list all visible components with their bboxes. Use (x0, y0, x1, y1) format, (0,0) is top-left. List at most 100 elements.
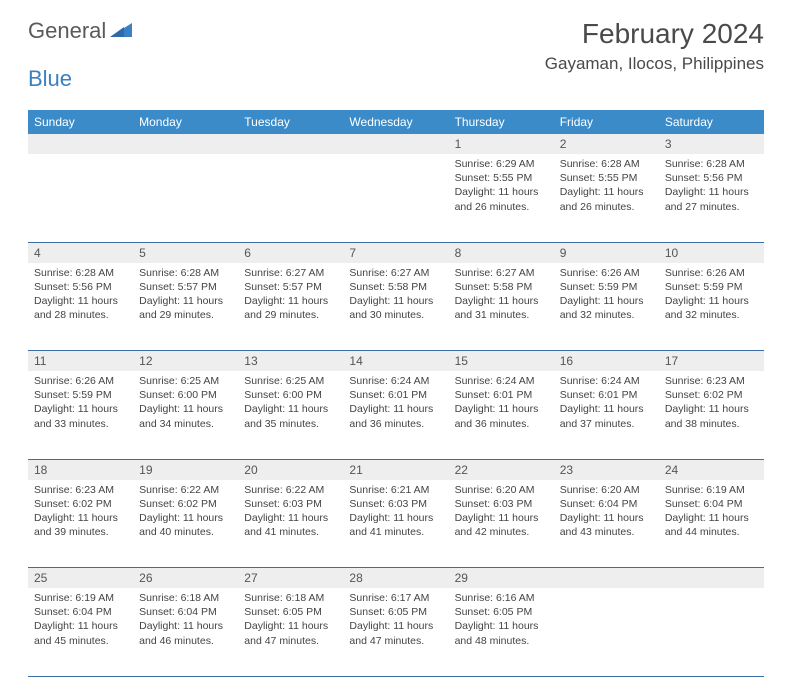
sunset-line: Sunset: 6:02 PM (139, 497, 232, 511)
daylight-line: Daylight: 11 hours and 32 minutes. (665, 294, 758, 322)
day-number-cell: 27 (238, 568, 343, 589)
day-details: Sunrise: 6:28 AMSunset: 5:57 PMDaylight:… (133, 263, 238, 329)
sunrise-line: Sunrise: 6:20 AM (560, 483, 653, 497)
day-details: Sunrise: 6:26 AMSunset: 5:59 PMDaylight:… (659, 263, 764, 329)
sunset-line: Sunset: 6:04 PM (560, 497, 653, 511)
sunrise-line: Sunrise: 6:16 AM (455, 591, 548, 605)
week-daynum-row: 2526272829 (28, 568, 764, 589)
daylight-line: Daylight: 11 hours and 36 minutes. (455, 402, 548, 430)
day-number-cell: 7 (343, 242, 448, 263)
week-daynum-row: 11121314151617 (28, 351, 764, 372)
day-number: 5 (133, 243, 238, 263)
day-header-row: SundayMondayTuesdayWednesdayThursdayFrid… (28, 110, 764, 134)
day-content-cell: Sunrise: 6:26 AMSunset: 5:59 PMDaylight:… (554, 263, 659, 351)
day-number-cell: 25 (28, 568, 133, 589)
day-content-cell: Sunrise: 6:25 AMSunset: 6:00 PMDaylight:… (133, 371, 238, 459)
sunrise-line: Sunrise: 6:21 AM (349, 483, 442, 497)
daylight-line: Daylight: 11 hours and 33 minutes. (34, 402, 127, 430)
sunset-line: Sunset: 6:02 PM (34, 497, 127, 511)
logo-text-blue: Blue (28, 66, 72, 91)
day-content-cell: Sunrise: 6:20 AMSunset: 6:04 PMDaylight:… (554, 480, 659, 568)
day-content-cell: Sunrise: 6:16 AMSunset: 6:05 PMDaylight:… (449, 588, 554, 676)
day-content-cell: Sunrise: 6:25 AMSunset: 6:00 PMDaylight:… (238, 371, 343, 459)
sunrise-line: Sunrise: 6:19 AM (34, 591, 127, 605)
day-details: Sunrise: 6:26 AMSunset: 5:59 PMDaylight:… (28, 371, 133, 437)
day-number: 18 (28, 460, 133, 480)
sunrise-line: Sunrise: 6:17 AM (349, 591, 442, 605)
daylight-line: Daylight: 11 hours and 47 minutes. (349, 619, 442, 647)
sunrise-line: Sunrise: 6:23 AM (34, 483, 127, 497)
sunrise-line: Sunrise: 6:26 AM (34, 374, 127, 388)
day-content-cell: Sunrise: 6:24 AMSunset: 6:01 PMDaylight:… (449, 371, 554, 459)
day-content-cell: Sunrise: 6:27 AMSunset: 5:57 PMDaylight:… (238, 263, 343, 351)
sunrise-line: Sunrise: 6:27 AM (349, 266, 442, 280)
day-header: Friday (554, 110, 659, 134)
day-details: Sunrise: 6:24 AMSunset: 6:01 PMDaylight:… (554, 371, 659, 437)
day-number-cell: 11 (28, 351, 133, 372)
daylight-line: Daylight: 11 hours and 45 minutes. (34, 619, 127, 647)
week-content-row: Sunrise: 6:29 AMSunset: 5:55 PMDaylight:… (28, 154, 764, 242)
day-number-cell: 28 (343, 568, 448, 589)
calendar-body: 123Sunrise: 6:29 AMSunset: 5:55 PMDaylig… (28, 134, 764, 676)
day-number: 22 (449, 460, 554, 480)
sunset-line: Sunset: 6:03 PM (455, 497, 548, 511)
day-number: 1 (449, 134, 554, 154)
day-details: Sunrise: 6:22 AMSunset: 6:03 PMDaylight:… (238, 480, 343, 546)
day-details: Sunrise: 6:20 AMSunset: 6:03 PMDaylight:… (449, 480, 554, 546)
day-details: Sunrise: 6:16 AMSunset: 6:05 PMDaylight:… (449, 588, 554, 654)
daylight-line: Daylight: 11 hours and 44 minutes. (665, 511, 758, 539)
logo: General (28, 18, 134, 44)
day-number: 19 (133, 460, 238, 480)
day-number-cell (133, 134, 238, 154)
day-details: Sunrise: 6:27 AMSunset: 5:58 PMDaylight:… (449, 263, 554, 329)
day-number: 6 (238, 243, 343, 263)
day-number: 27 (238, 568, 343, 588)
day-number-cell: 16 (554, 351, 659, 372)
calendar-table: SundayMondayTuesdayWednesdayThursdayFrid… (28, 110, 764, 677)
sunrise-line: Sunrise: 6:26 AM (665, 266, 758, 280)
day-number: 26 (133, 568, 238, 588)
sunrise-line: Sunrise: 6:27 AM (244, 266, 337, 280)
day-number-cell: 4 (28, 242, 133, 263)
sunset-line: Sunset: 6:05 PM (349, 605, 442, 619)
day-content-cell: Sunrise: 6:28 AMSunset: 5:56 PMDaylight:… (28, 263, 133, 351)
day-details: Sunrise: 6:18 AMSunset: 6:04 PMDaylight:… (133, 588, 238, 654)
daylight-line: Daylight: 11 hours and 26 minutes. (455, 185, 548, 213)
day-content-cell (554, 588, 659, 676)
logo-triangle-icon (110, 21, 132, 42)
sunset-line: Sunset: 6:00 PM (244, 388, 337, 402)
day-content-cell: Sunrise: 6:20 AMSunset: 6:03 PMDaylight:… (449, 480, 554, 568)
daylight-line: Daylight: 11 hours and 27 minutes. (665, 185, 758, 213)
day-details: Sunrise: 6:27 AMSunset: 5:57 PMDaylight:… (238, 263, 343, 329)
day-number: 11 (28, 351, 133, 371)
day-number-cell: 9 (554, 242, 659, 263)
day-number-cell: 24 (659, 459, 764, 480)
day-number: 13 (238, 351, 343, 371)
day-number-cell: 3 (659, 134, 764, 154)
daylight-line: Daylight: 11 hours and 40 minutes. (139, 511, 232, 539)
day-content-cell: Sunrise: 6:27 AMSunset: 5:58 PMDaylight:… (449, 263, 554, 351)
daylight-line: Daylight: 11 hours and 29 minutes. (139, 294, 232, 322)
sunset-line: Sunset: 5:57 PM (244, 280, 337, 294)
day-content-cell (343, 154, 448, 242)
day-number-cell: 5 (133, 242, 238, 263)
sunset-line: Sunset: 6:04 PM (34, 605, 127, 619)
day-content-cell (238, 154, 343, 242)
daylight-line: Daylight: 11 hours and 47 minutes. (244, 619, 337, 647)
day-details: Sunrise: 6:25 AMSunset: 6:00 PMDaylight:… (133, 371, 238, 437)
sunrise-line: Sunrise: 6:18 AM (244, 591, 337, 605)
daylight-line: Daylight: 11 hours and 26 minutes. (560, 185, 653, 213)
day-number: 9 (554, 243, 659, 263)
daylight-line: Daylight: 11 hours and 31 minutes. (455, 294, 548, 322)
month-title: February 2024 (545, 18, 764, 50)
day-number-cell: 21 (343, 459, 448, 480)
sunrise-line: Sunrise: 6:19 AM (665, 483, 758, 497)
day-details: Sunrise: 6:23 AMSunset: 6:02 PMDaylight:… (28, 480, 133, 546)
day-number-cell: 23 (554, 459, 659, 480)
sunset-line: Sunset: 6:04 PM (139, 605, 232, 619)
day-details: Sunrise: 6:17 AMSunset: 6:05 PMDaylight:… (343, 588, 448, 654)
day-details: Sunrise: 6:28 AMSunset: 5:55 PMDaylight:… (554, 154, 659, 220)
day-number: 12 (133, 351, 238, 371)
day-content-cell: Sunrise: 6:22 AMSunset: 6:03 PMDaylight:… (238, 480, 343, 568)
day-number-cell: 29 (449, 568, 554, 589)
